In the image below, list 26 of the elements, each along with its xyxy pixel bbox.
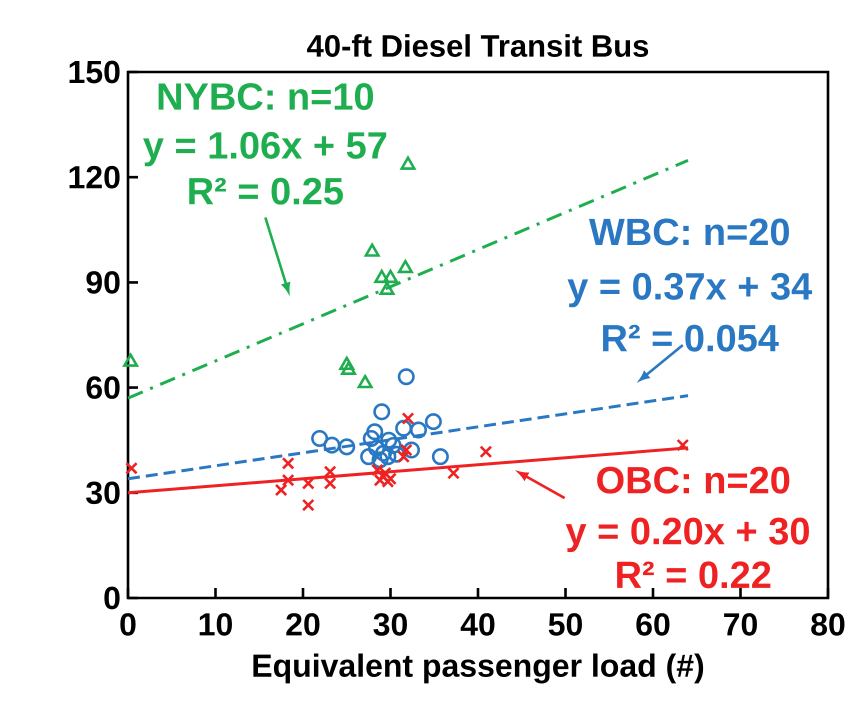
y-tick-label: 60 [86, 376, 120, 399]
x-tick-label: 30 [373, 613, 407, 636]
x-tick-label: 40 [460, 613, 494, 636]
x-tick-label: 60 [636, 613, 670, 636]
annotation: WBC: n=20 [588, 218, 789, 246]
x-tick-label: 70 [724, 613, 757, 636]
y-tick-label: 120 [70, 166, 120, 189]
x-tick-label: 0 [120, 613, 136, 636]
x-tick-label: 20 [286, 613, 320, 636]
annotation: y = 0.20x + 30 [566, 518, 809, 552]
x-tick-label: 10 [200, 613, 232, 636]
x-tick-label: 80 [811, 613, 844, 636]
annotation: R² = 0.25 [189, 178, 343, 205]
x-tick-label: 50 [548, 613, 582, 636]
chart-title: 40-ft Diesel Transit Bus [307, 34, 648, 57]
x-axis-title: Equivalent passenger load (#) [253, 654, 704, 684]
annotation: R² = 0.054 [603, 324, 779, 352]
y-tick-label: 0 [104, 586, 120, 610]
y-tick-label: 90 [86, 271, 120, 294]
y-tick-label: 150 [70, 60, 120, 84]
annotation: OBC: n=20 [597, 466, 790, 494]
annotation: NYBC: n=10 [158, 83, 374, 110]
y-tick-label: 30 [86, 481, 120, 504]
annotation: y = 1.06x + 57 [143, 132, 386, 166]
annotation: R² = 0.22 [617, 561, 770, 588]
annotation: y = 0.37x + 34 [567, 272, 812, 308]
